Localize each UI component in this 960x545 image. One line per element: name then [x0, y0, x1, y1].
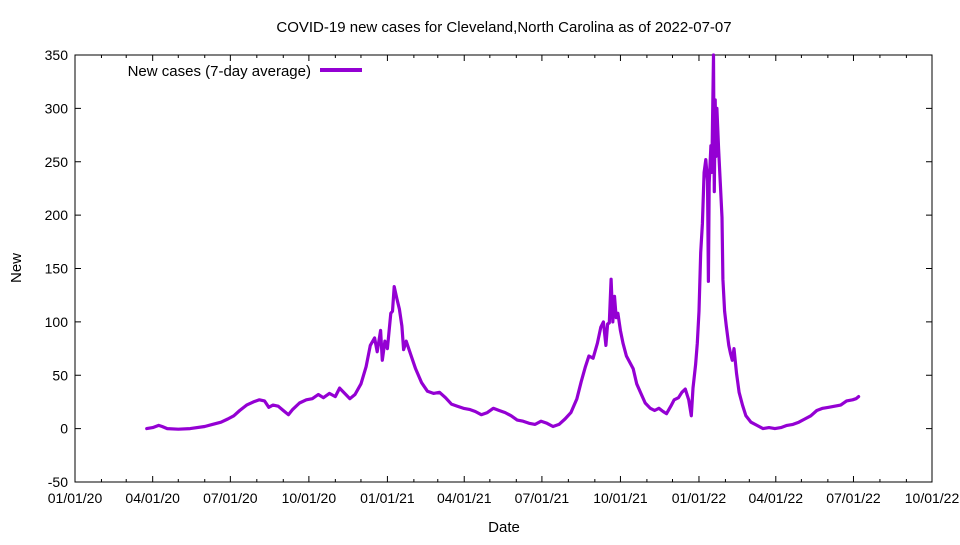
- y-tick-label: 50: [52, 367, 68, 383]
- y-tick-label: 150: [45, 261, 69, 277]
- x-tick-label: 10/01/20: [282, 490, 337, 506]
- y-tick-label: 350: [45, 47, 69, 63]
- legend: New cases (7-day average): [128, 63, 362, 80]
- chart-title: COVID-19 new cases for Cleveland,North C…: [276, 19, 731, 36]
- x-tick-label: 01/01/21: [360, 490, 415, 506]
- x-tick-label: 07/01/21: [515, 490, 570, 506]
- y-tick-label: -50: [48, 474, 68, 490]
- y-axis-title: New: [8, 253, 25, 283]
- x-axis: 01/01/20 04/01/20 07/01/20 10/01/20 01/01/21…: [48, 55, 960, 506]
- x-axis-title: Date: [488, 519, 520, 536]
- y-tick-label: 100: [45, 314, 69, 330]
- x-tick-label: 04/01/22: [749, 490, 804, 506]
- y-tick-label: 200: [45, 207, 69, 223]
- y-tick-label: 300: [45, 100, 69, 116]
- series-line: [145, 53, 861, 431]
- x-tick-label: 10/01/21: [593, 490, 648, 506]
- x-tick-label: 04/01/21: [437, 490, 492, 506]
- y-axis: -50 0 50 100 150 200 250 300 350: [45, 47, 932, 490]
- x-tick-label: 07/01/20: [203, 490, 258, 506]
- series-layer: [145, 53, 861, 431]
- x-tick-label: 10/01/22: [905, 490, 960, 506]
- y-tick-label: 0: [60, 421, 68, 437]
- x-tick-label: 07/01/22: [826, 490, 881, 506]
- y-tick-label: 250: [45, 154, 69, 170]
- x-tick-label: 04/01/20: [125, 490, 180, 506]
- x-tick-label: 01/01/22: [672, 490, 727, 506]
- x-tick-label: 01/01/20: [48, 490, 103, 506]
- legend-label: New cases (7-day average): [128, 63, 311, 80]
